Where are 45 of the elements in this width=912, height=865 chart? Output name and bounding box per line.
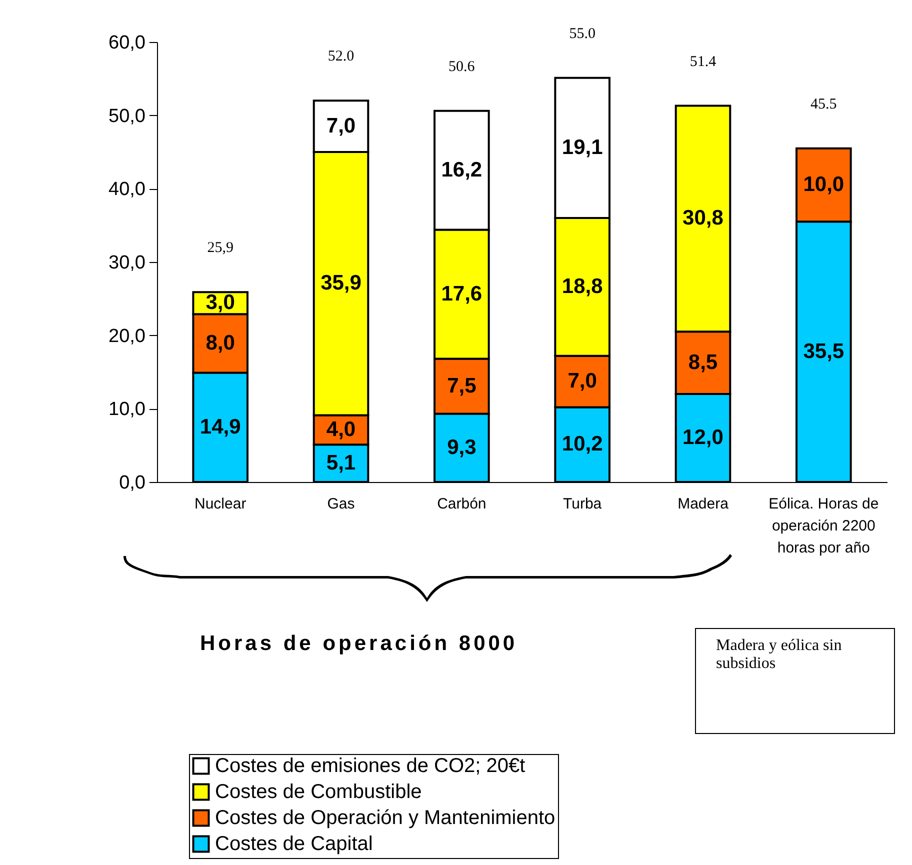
data-label: 7,5 — [447, 374, 477, 398]
y-tick-label: 30,0 — [108, 252, 146, 274]
legend-label: Costes de Capital — [215, 833, 373, 855]
data-label: 17,6 — [441, 282, 482, 306]
data-label: 5,1 — [326, 451, 356, 474]
data-label: 35,9 — [320, 272, 362, 295]
x-tick-label: Nuclear — [194, 496, 246, 512]
y-tick-label: 60,0 — [108, 32, 146, 54]
data-label: 9,3 — [447, 436, 476, 459]
data-label: 4,0 — [326, 418, 356, 441]
y-tick-label: 10,0 — [108, 399, 146, 420]
data-label: 3,0 — [206, 291, 235, 314]
total-label: 52.0 — [328, 48, 354, 65]
data-label: 7,0 — [326, 114, 356, 138]
data-label: 10,0 — [803, 173, 844, 196]
data-label: 8,0 — [206, 331, 235, 354]
data-label: 16,2 — [441, 158, 482, 182]
y-tick-label: 20,0 — [108, 326, 146, 347]
y-tick-label: 0,0 — [119, 472, 146, 494]
data-label: 35,5 — [803, 340, 844, 363]
legend-label: Costes de emisiones de CO2; 20€t — [215, 755, 526, 777]
data-label: 12,0 — [682, 426, 724, 449]
total-label: 51.4 — [690, 54, 717, 70]
x-tick-label: Carbón — [437, 496, 486, 512]
data-label: 19,1 — [562, 136, 604, 159]
total-label: 50.6 — [448, 58, 476, 75]
text: Horas de operación 8000 — [200, 632, 518, 656]
y-tick-label: 50,0 — [108, 106, 146, 127]
legend-label: Costes de Combustible — [215, 781, 422, 803]
x-tick-label: Turba — [563, 496, 602, 512]
data-label: 14,9 — [200, 415, 241, 438]
text: Madera y eólica sin subsidios — [695, 628, 895, 734]
total-label: 25,9 — [207, 240, 234, 256]
data-label: 30,8 — [682, 206, 724, 230]
legend-label: Costes de Operación y Mantenimiento — [215, 807, 556, 829]
x-tick-label: Eólica. Horas de operación 2200 horas por año — [768, 496, 879, 556]
total-label: 45.5 — [810, 96, 837, 112]
x-tick-label: Gas — [327, 496, 355, 512]
y-tick-label: 40,0 — [108, 179, 146, 200]
data-label: 7,0 — [568, 370, 597, 393]
total-label: 55.0 — [569, 26, 596, 42]
x-tick-label: Madera — [678, 496, 730, 512]
data-label: 8,5 — [688, 350, 718, 374]
data-label: 18,8 — [562, 274, 604, 298]
data-label: 10,2 — [562, 432, 603, 456]
